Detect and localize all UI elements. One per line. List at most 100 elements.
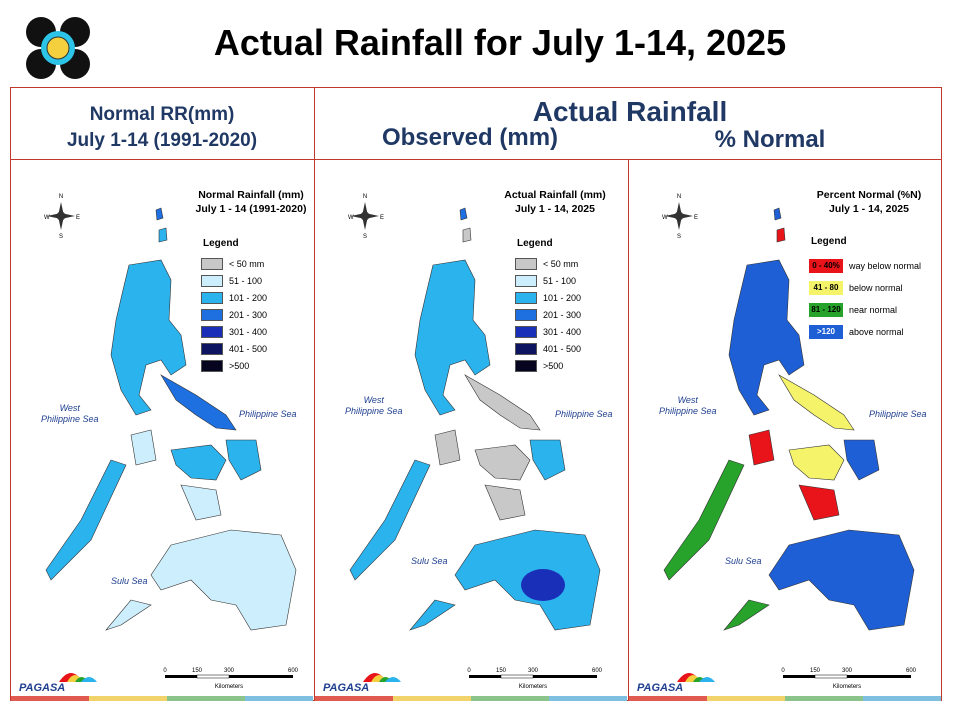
footer-stripe [549, 696, 627, 701]
island-region [110, 259, 187, 416]
svg-text:0: 0 [781, 668, 785, 674]
legend-item: 81 - 120 near normal [809, 299, 921, 321]
svg-text:N: N [363, 194, 367, 200]
island-region [462, 227, 472, 243]
west-philippine-sea-label: West Philippine Sea [41, 403, 99, 424]
footer-stripe [11, 696, 89, 701]
island-region [773, 207, 782, 221]
legend-swatch [201, 257, 223, 270]
svg-text:W: W [44, 215, 50, 221]
legend-swatch [201, 342, 223, 355]
percent-legend: Legend 0 - 40% way below normal 41 - 80 be… [809, 236, 921, 343]
svg-text:600: 600 [592, 668, 603, 674]
legend-item: 201 - 300 [515, 306, 581, 323]
scale-bar: 0 150 300 600 Kilometers [467, 668, 603, 690]
dost-pagasa-logo-icon [26, 17, 90, 79]
legend-item: 401 - 500 [201, 340, 267, 357]
rain-legend: Legend < 50 mm 51 - 100 101 - 200 201 - … [515, 238, 581, 374]
panel-title: Percent Normal (%N) July 1 - 14, 2025 [816, 189, 922, 215]
legend-item: 0 - 40% way below normal [809, 255, 921, 277]
normal-header: Normal RR(mm) July 1-14 (1991-2020) [14, 102, 310, 154]
island-region [170, 444, 227, 481]
svg-text:150: 150 [192, 668, 203, 674]
island-region [130, 429, 157, 466]
compass-n: N [59, 194, 63, 200]
island-region [663, 459, 745, 581]
island-region [45, 459, 127, 581]
legend-title: Legend [517, 238, 553, 249]
normal-header-line1: Normal RR(mm) [89, 104, 235, 125]
legend-item: >500 [515, 357, 581, 374]
scale-bar: 0 150 300 600 Kilometers [781, 668, 916, 690]
island-region [158, 227, 168, 243]
compass-rose-icon: N W E S [44, 194, 80, 240]
island-region [778, 374, 855, 431]
svg-text:Kilometers: Kilometers [215, 684, 243, 690]
island-region [105, 599, 152, 631]
svg-text:E: E [76, 215, 80, 221]
svg-text:300: 300 [224, 668, 235, 674]
agency-name: PAGASA [637, 682, 684, 694]
legend-item: 51 - 100 [201, 272, 267, 289]
svg-text:S: S [59, 234, 63, 240]
footer-stripe [471, 696, 549, 701]
legend-item: 301 - 400 [201, 323, 267, 340]
svg-text:W: W [662, 215, 668, 221]
legend-title: Legend [203, 238, 239, 249]
compass-rose-icon: N W E S [662, 194, 698, 240]
philippines-map [349, 207, 601, 631]
philippine-sea-label: Philippine Sea [869, 409, 927, 419]
island-region [788, 444, 845, 481]
philippines-map [663, 207, 915, 631]
svg-text:N: N [677, 194, 681, 200]
rain-legend: Legend < 50 mm 51 - 100 101 - 200 201 - … [201, 238, 267, 374]
normal-rainfall-panel: N W E S Normal Rainfall (mm) July 1 - 14 … [11, 160, 324, 700]
legend-title: Legend [811, 236, 847, 247]
legend-swatch [201, 308, 223, 321]
island-region [150, 529, 297, 631]
svg-text:S: S [363, 234, 367, 240]
footer-stripe [245, 696, 313, 701]
island-region [180, 484, 222, 521]
philippine-sea-label: Philippine Sea [239, 409, 297, 419]
legend-item: < 50 mm [515, 255, 581, 272]
pagasa-logo-icon [363, 673, 401, 682]
sulu-sea-label: Sulu Sea [111, 576, 148, 586]
island-region [225, 439, 262, 481]
philippines-map [45, 207, 297, 631]
percent-header: % Normal [714, 126, 826, 153]
svg-text:0: 0 [163, 668, 167, 674]
philippine-sea-label: Philippine Sea [555, 409, 613, 419]
legend-swatch [201, 291, 223, 304]
legend-swatch [201, 274, 223, 287]
island-region [843, 439, 880, 481]
legend-item: 201 - 300 [201, 306, 267, 323]
legend-swatch [201, 359, 223, 372]
sulu-sea-label: Sulu Sea [725, 556, 762, 566]
rainfall-core [521, 569, 565, 601]
legend-item: >500 [201, 357, 267, 374]
island-region [464, 374, 541, 431]
island-region [414, 259, 491, 416]
percent-normal-panel: N W E S Percent Normal (%N) July 1 - 14, … [629, 160, 942, 700]
island-region [474, 444, 531, 481]
footer-stripe [707, 696, 785, 701]
footer-stripe [167, 696, 245, 701]
actual-rainfall-panel: N W E S Actual Rainfall (mm) July 1 - 14,… [315, 160, 628, 700]
legend-item: 301 - 400 [515, 323, 581, 340]
legend-item: 401 - 500 [515, 340, 581, 357]
footer-stripe [785, 696, 863, 701]
island-region [160, 374, 237, 431]
svg-text:300: 300 [842, 668, 853, 674]
svg-text:150: 150 [810, 668, 821, 674]
scale-bar: 0 150 300 600 Kilometers [163, 668, 298, 690]
island-region [434, 429, 461, 466]
footer-stripe [863, 696, 941, 701]
svg-text:E: E [694, 215, 698, 221]
island-region [155, 207, 164, 221]
pagasa-logo-icon [59, 673, 97, 682]
svg-text:Kilometers: Kilometers [833, 684, 861, 690]
legend-item: 101 - 200 [201, 289, 267, 306]
pagasa-logo-icon [677, 673, 715, 682]
svg-text:150: 150 [496, 668, 507, 674]
